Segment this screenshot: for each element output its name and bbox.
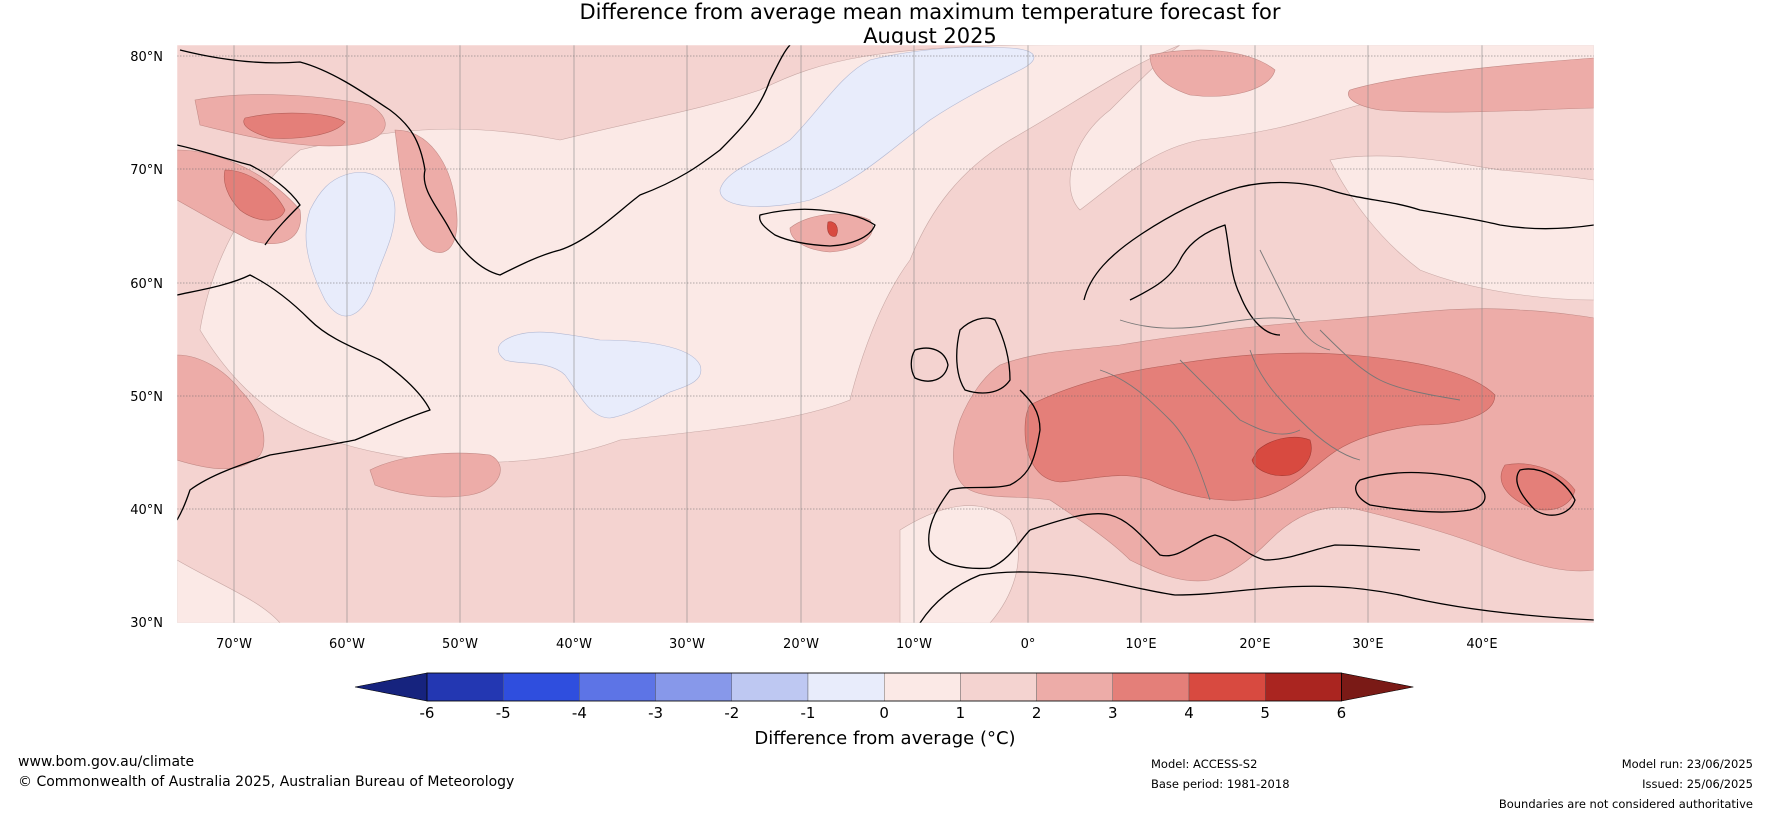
colorbar-tick: -3	[648, 704, 663, 722]
anomaly-zone-2-3-greenland	[394, 129, 458, 253]
colorbar-segment	[1112, 672, 1190, 702]
anomaly-zone-2-3-atlantic	[369, 452, 501, 498]
baffin-coast	[177, 144, 301, 246]
greenland-coast	[179, 45, 791, 276]
colorbar-tick-labels: -6 -5 -4 -3 -2 -1 0 1 2 3 4 5 6	[420, 704, 1347, 722]
british-isles	[956, 317, 1011, 394]
colorbar-label: Difference from average (°C)	[754, 728, 1016, 749]
mediterranean-north	[1029, 513, 1421, 561]
map-frame	[176, 44, 1595, 624]
lon-label-40e: 40°E	[1466, 637, 1497, 652]
anomaly-zone-2-3-svalbard	[1149, 49, 1276, 97]
lon-label-20w: 20°W	[783, 637, 819, 652]
lat-label-40n: 40°N	[130, 503, 163, 518]
disclaimer-text: Boundaries are not considered authoritat…	[1498, 797, 1753, 811]
ireland	[910, 347, 949, 382]
lat-label-70n: 70°N	[130, 163, 163, 178]
model-run-text: Model run: 23/06/2025	[1621, 757, 1753, 771]
colorbar-tick: 1	[956, 704, 966, 722]
colorbar-segment	[731, 672, 809, 702]
map-title: Difference from average mean maximum tem…	[0, 0, 1770, 48]
colorbar-tick: 0	[879, 704, 889, 722]
colorbar-tick: 5	[1260, 704, 1270, 722]
colorbar-extend-high	[1341, 672, 1414, 702]
colorbar-segment	[1188, 672, 1266, 702]
title-line-2: August 2025	[863, 24, 997, 48]
lat-label-50n: 50°N	[130, 390, 163, 405]
lat-label-30n: 30°N	[130, 616, 163, 631]
colorbar-tick: 3	[1108, 704, 1118, 722]
sweden-finland-coast	[1129, 224, 1281, 336]
colorbar-segment	[1264, 672, 1342, 702]
longitude-labels: 70°W 60°W 50°W 40°W 30°W 20°W 10°W 0° 10…	[216, 637, 1498, 652]
colorbar-tick: 4	[1184, 704, 1194, 722]
black-sea	[1355, 471, 1486, 513]
colorbar	[354, 672, 1414, 702]
caspian-sea	[1516, 468, 1576, 516]
colorbar-segment	[884, 672, 961, 702]
colorbar-segment	[579, 672, 656, 702]
graticule	[233, 45, 1483, 623]
lat-label-80n: 80°N	[130, 50, 163, 65]
colorbar-segment	[426, 672, 504, 702]
colorbar-extend-low	[354, 672, 428, 702]
colorbar-segment	[960, 672, 1037, 702]
anomaly-zone-minus1-0-davis	[305, 172, 396, 317]
country-borders	[1099, 249, 1461, 501]
colorbar-segment	[503, 672, 580, 702]
lon-label-60w: 60°W	[329, 637, 365, 652]
anomaly-zone-3-4-europe	[1024, 352, 1496, 501]
colorbar-segment	[807, 672, 885, 702]
anomaly-zone-3-4-caspian	[1500, 463, 1576, 511]
colorbar-outline	[426, 672, 1342, 702]
anomaly-zone-4-5-carpathians	[1251, 437, 1312, 476]
anomaly-zone-2-3-barents	[1348, 57, 1594, 113]
lon-label-70w: 70°W	[216, 637, 252, 652]
europe-west-coast	[928, 389, 1041, 570]
labrador-coast	[177, 274, 431, 521]
graticule-latitudes	[177, 55, 1594, 510]
title-line-1: Difference from average mean maximum tem…	[579, 0, 1281, 24]
anomaly-zone-3-4-canada	[223, 169, 286, 221]
colorbar-tick: 2	[1032, 704, 1042, 722]
anomaly-zone-0-1-iberia	[899, 505, 1019, 623]
lat-label-60n: 60°N	[130, 277, 163, 292]
anomaly-field	[177, 45, 1594, 623]
issued-text: Issued: 25/06/2025	[1642, 777, 1753, 791]
colorbar-tick: 6	[1337, 704, 1347, 722]
colorbar-tick: -5	[496, 704, 511, 722]
lon-label-30e: 30°E	[1352, 637, 1383, 652]
colorbar-segment	[655, 672, 732, 702]
lon-label-10e: 10°E	[1125, 637, 1156, 652]
colorbar-tick: -1	[801, 704, 816, 722]
anomaly-zone-minus1-0-atlantic	[497, 331, 702, 419]
anomaly-zone-2-3-labrador	[177, 354, 265, 470]
colorbar-tick: -4	[572, 704, 587, 722]
base-period-text: Base period: 1981-2018	[1151, 777, 1290, 791]
lon-label-50w: 50°W	[442, 637, 478, 652]
anomaly-zone-4-5-iceland	[827, 221, 838, 237]
copyright-text: © Commonwealth of Australia 2025, Austra…	[18, 774, 515, 790]
lon-label-10w: 10°W	[896, 637, 932, 652]
colorbar-tick: -6	[420, 704, 435, 722]
latitude-labels: 80°N 70°N 60°N 50°N 40°N 30°N	[130, 50, 163, 631]
website-text: www.bom.gov.au/climate	[18, 754, 195, 770]
coastlines	[177, 45, 1594, 623]
lon-label-30w: 30°W	[669, 637, 705, 652]
lon-label-0: 0°	[1021, 637, 1036, 652]
colorbar-tick: -2	[724, 704, 739, 722]
scandinavia-coast	[1083, 181, 1594, 301]
model-text: Model: ACCESS-S2	[1151, 757, 1258, 771]
lon-label-20e: 20°E	[1239, 637, 1270, 652]
colorbar-segment	[1036, 672, 1113, 702]
iceland-coast	[759, 208, 876, 247]
lon-label-40w: 40°W	[556, 637, 592, 652]
africa-coast	[919, 571, 1594, 623]
anomaly-zone-minus1-0-greenland-sea	[719, 46, 1035, 207]
anomaly-zone-3-4-baffin	[243, 112, 346, 139]
